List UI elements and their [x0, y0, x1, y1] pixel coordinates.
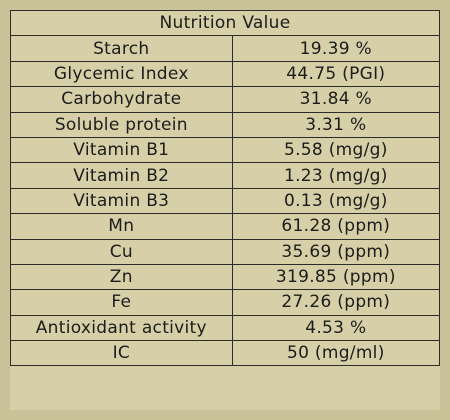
nutrient-name: Cu: [10, 238, 233, 265]
table-row: Soluble protein 3.31 %: [10, 111, 441, 138]
nutrient-value: 4.53 %: [231, 314, 441, 342]
table-row: Vitamin B3 0.13 (mg/g): [10, 187, 441, 215]
table-row: Zn 319.85 (ppm): [10, 263, 441, 291]
table-row: Carbohydrate 31.84 %: [10, 86, 441, 113]
nutrient-name: Soluble protein: [10, 111, 233, 138]
nutrient-value: 27.26 (ppm): [231, 289, 441, 316]
nutrient-value: 35.69 (ppm): [231, 238, 441, 265]
nutrition-table: Nutrition Value Starch 19.39 % Glycemic …: [10, 9, 441, 367]
nutrient-name: Vitamin B1: [10, 136, 233, 164]
nutrient-name: Antioxidant activity: [10, 314, 233, 342]
nutrient-value: 0.13 (mg/g): [231, 187, 441, 215]
table-row: Vitamin B2 1.23 (mg/g): [10, 162, 441, 189]
nutrient-name: IC: [10, 340, 233, 367]
nutrient-value: 3.31 %: [231, 111, 441, 138]
table-row: Mn 61.28 (ppm): [10, 213, 441, 240]
table-title: Nutrition Value: [10, 9, 440, 37]
nutrient-name: Carbohydrate: [10, 86, 233, 113]
nutrition-table-frame: Nutrition Value Starch 19.39 % Glycemic …: [10, 9, 441, 410]
table-row: Cu 35.69 (ppm): [10, 238, 441, 265]
table-header-row: Nutrition Value: [10, 9, 440, 37]
nutrient-name: Starch: [10, 35, 233, 62]
nutrient-value: 31.84 %: [231, 86, 441, 113]
nutrient-value: 44.75 (PGI): [231, 60, 441, 88]
table-row: Glycemic Index 44.75 (PGI): [10, 60, 441, 88]
nutrient-value: 50 (mg/ml): [231, 340, 441, 367]
nutrient-name: Mn: [10, 213, 233, 240]
table-row: Vitamin B1 5.58 (mg/g): [10, 136, 441, 164]
nutrient-value: 5.58 (mg/g): [231, 136, 441, 164]
nutrient-name: Zn: [10, 263, 233, 291]
table-row: IC 50 (mg/ml): [10, 340, 441, 367]
nutrient-value: 319.85 (ppm): [231, 263, 441, 291]
nutrient-value: 61.28 (ppm): [231, 213, 441, 240]
nutrient-name: Fe: [10, 289, 233, 316]
table-row: Starch 19.39 %: [10, 35, 441, 62]
table-row: Fe 27.26 (ppm): [10, 289, 441, 316]
nutrient-name: Glycemic Index: [10, 60, 233, 88]
nutrient-name: Vitamin B3: [10, 187, 233, 215]
nutrient-name: Vitamin B2: [10, 162, 233, 189]
nutrient-value: 19.39 %: [231, 35, 441, 62]
table-row: Antioxidant activity 4.53 %: [10, 314, 441, 342]
nutrient-value: 1.23 (mg/g): [231, 162, 441, 189]
